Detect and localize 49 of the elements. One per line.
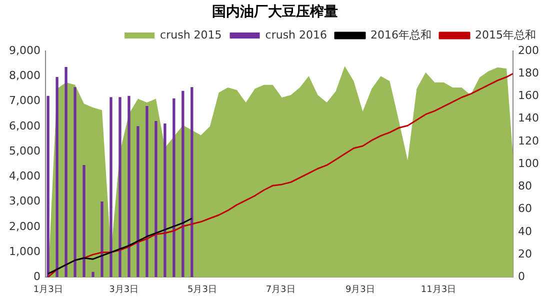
y-tick-label: 5,000 bbox=[8, 144, 40, 158]
bar bbox=[100, 201, 104, 278]
bar bbox=[182, 90, 184, 278]
y2-tick-label: 0 bbox=[518, 270, 526, 284]
x-tick-label: 9月3日 bbox=[345, 284, 375, 295]
bar bbox=[136, 126, 140, 278]
bar bbox=[190, 87, 194, 278]
y2-tick-label: 160 bbox=[518, 89, 540, 102]
bar bbox=[74, 87, 76, 278]
y2-tick-label: 200 bbox=[518, 44, 540, 57]
y2-tick-label: 20 bbox=[518, 247, 532, 260]
legend-label: 2016年总和 bbox=[370, 28, 432, 42]
y2-tick-label: 40 bbox=[518, 224, 532, 238]
chart-title: 国内油厂大豆压榨量 bbox=[211, 3, 339, 22]
y-tick-label: 8,000 bbox=[8, 68, 40, 82]
y2-tick-label: 140 bbox=[518, 112, 540, 125]
bar bbox=[82, 165, 86, 278]
bar bbox=[56, 77, 58, 278]
bar bbox=[64, 67, 68, 278]
bar bbox=[154, 121, 158, 278]
legend-label: 2015年总和 bbox=[475, 28, 536, 42]
x-tick-label: 1月3日 bbox=[33, 284, 63, 295]
y-tick-label: 4,000 bbox=[8, 170, 40, 183]
bar bbox=[164, 124, 166, 278]
y2-tick-label: 120 bbox=[518, 134, 540, 148]
y-tick-label: 2,000 bbox=[8, 220, 40, 233]
y-tick-label: 3,000 bbox=[8, 194, 40, 208]
bar bbox=[110, 97, 112, 278]
y-tick-label: 9,000 bbox=[8, 44, 40, 57]
y-tick-label: 0 bbox=[33, 270, 40, 284]
legend-label: crush 2016 bbox=[265, 28, 328, 42]
y2-tick-label: 180 bbox=[518, 66, 540, 80]
bar bbox=[118, 97, 122, 278]
bar bbox=[172, 98, 176, 278]
y-tick-label: 6,000 bbox=[8, 119, 40, 132]
legend-label: crush 2015 bbox=[160, 28, 222, 42]
bar bbox=[146, 106, 148, 278]
y-tick-label: 1,000 bbox=[8, 244, 40, 258]
bar bbox=[46, 96, 50, 278]
x-tick-label: 11月3日 bbox=[420, 284, 456, 295]
x-tick-label: 5月3日 bbox=[187, 284, 217, 295]
y2-tick-label: 100 bbox=[518, 156, 540, 170]
x-tick-label: 3月3日 bbox=[109, 284, 139, 295]
y2-tick-label: 80 bbox=[518, 180, 532, 193]
y-tick-label: 7,000 bbox=[8, 94, 40, 108]
bar bbox=[128, 96, 130, 278]
bar bbox=[92, 272, 94, 278]
y2-tick-label: 60 bbox=[518, 202, 532, 216]
x-tick-label: 7月3日 bbox=[266, 284, 296, 295]
